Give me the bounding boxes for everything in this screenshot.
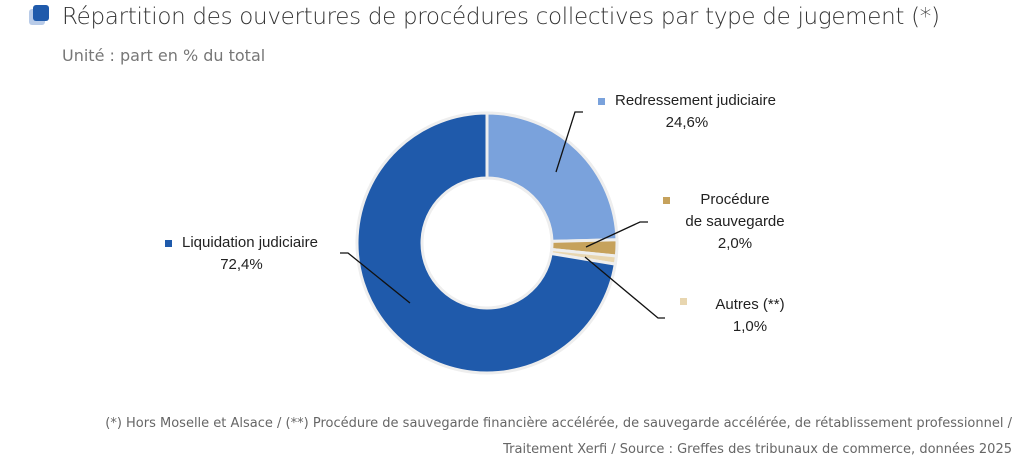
leader-line-redressement: [555, 111, 583, 173]
footnote-1: (*) Hors Moselle et Alsace / (**) Procéd…: [105, 416, 1012, 431]
slice-value: 1,0%: [732, 318, 768, 335]
donut-slice-3: [355, 111, 617, 375]
label-autres: Autres (**) 1,0%: [680, 294, 820, 338]
label-redressement: Redressement judiciaire 24,6%: [598, 90, 776, 134]
slice-value: 24,6%: [665, 114, 709, 131]
leader-line-sauvegarde: [585, 221, 648, 248]
leader-line-autres: [584, 256, 665, 319]
chart-subtitle: Unité : part en % du total: [62, 46, 266, 65]
legend-swatch: [663, 197, 670, 204]
slice-label: Redressement judiciaire: [615, 92, 776, 109]
slice-value: 72,4%: [220, 256, 263, 273]
label-sauvegarde: Procédure de sauvegarde 2,0%: [660, 189, 810, 255]
donut-slice-0: [485, 111, 619, 243]
chart-title: Répartition des ouvertures de procédures…: [62, 4, 940, 30]
slice-value: 2,0%: [717, 235, 753, 252]
label-liquidation: Liquidation judiciaire 72,4%: [165, 232, 318, 276]
legend-swatch: [598, 97, 605, 105]
slice-label: Autres (**): [715, 296, 785, 313]
legend-swatch: [680, 298, 687, 305]
leader-line-liquidation: [340, 252, 411, 304]
footnote-2: Traitement Xerfi / Source : Greffes des …: [503, 442, 1012, 457]
title-bullet-icon: [33, 5, 49, 21]
legend-swatch: [165, 239, 172, 247]
slice-label: Liquidation judiciaire: [182, 234, 318, 251]
